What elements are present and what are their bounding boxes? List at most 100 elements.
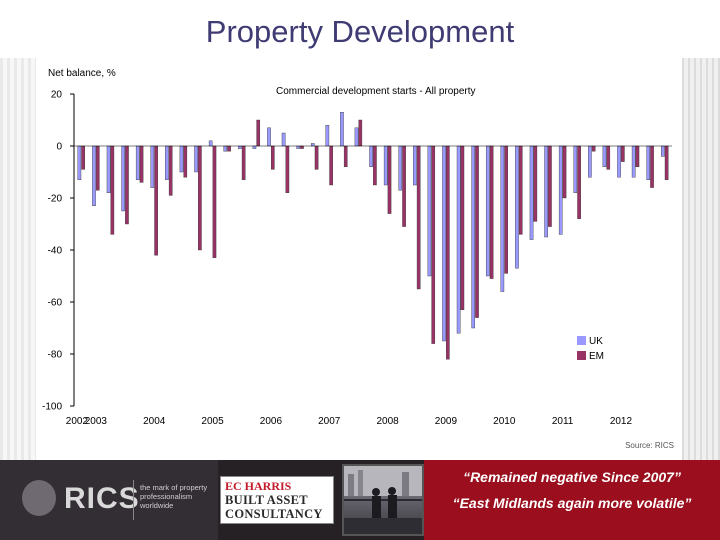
x-tick-label-1: 2003	[85, 416, 108, 427]
bar-uk-5	[150, 145, 155, 188]
bar-em-9	[212, 145, 217, 259]
legend-label-uk: UK	[589, 336, 603, 347]
bar-uk-3	[121, 145, 125, 212]
bar-em-7	[183, 145, 188, 178]
bar-uk-34	[573, 145, 578, 193]
bar-em-23	[416, 145, 421, 290]
background-pattern-left	[0, 58, 36, 460]
bar-uk-38	[631, 145, 636, 178]
x-tick-label-6: 2008	[376, 416, 399, 427]
bar-uk-22	[398, 145, 403, 191]
y-tick-label-2: -20	[48, 194, 63, 205]
legend-swatch-uk	[577, 336, 586, 345]
bar-uk-8	[194, 145, 198, 173]
bar-em-13	[270, 145, 275, 170]
x-tick-label-8: 2010	[493, 416, 516, 427]
rics-wordmark: RICS	[64, 482, 140, 515]
bar-em-33	[562, 145, 567, 199]
bar-uk-1	[92, 145, 96, 206]
bar-uk-35	[588, 145, 592, 178]
bar-uk-29	[500, 145, 505, 292]
x-tick-label-4: 2006	[260, 416, 283, 427]
bar-em-8	[198, 145, 202, 251]
bar-uk-17	[325, 124, 330, 147]
bar-em-22	[402, 145, 406, 227]
rics-tagline: the mark of property professionalism wor…	[140, 483, 208, 510]
bar-uk-20	[369, 145, 373, 167]
bar-em-4	[139, 145, 144, 183]
x-tick-label-9: 2011	[552, 416, 574, 427]
bar-uk-19	[354, 127, 359, 147]
x-tick-label-0: 2002	[66, 416, 89, 427]
x-tick-label-5: 2007	[318, 416, 341, 427]
x-tick-label-7: 2009	[435, 416, 458, 427]
bar-em-14	[285, 145, 290, 193]
bar-uk-14	[281, 132, 286, 147]
bar-uk-31	[529, 145, 534, 240]
bar-uk-36	[602, 145, 607, 167]
bar-uk-32	[544, 145, 548, 238]
bars-group	[77, 112, 669, 360]
bar-em-2	[110, 145, 115, 235]
bar-uk-6	[165, 145, 169, 180]
legend-swatch-em	[577, 351, 586, 360]
bar-chart: Net balance, % Commercial development st…	[42, 68, 674, 450]
bar-uk-9	[208, 140, 213, 147]
bar-em-0	[81, 145, 85, 170]
bar-em-37	[621, 145, 625, 162]
bar-em-1	[95, 145, 100, 191]
chart-panel: Net balance, % Commercial development st…	[36, 58, 682, 460]
bar-em-20	[373, 145, 377, 186]
ec-harris-line3: CONSULTANCY	[225, 507, 323, 521]
bar-uk-4	[135, 145, 140, 180]
bar-uk-28	[485, 145, 490, 277]
bar-uk-39	[646, 145, 651, 180]
bar-uk-27	[471, 145, 476, 329]
bar-uk-10	[223, 145, 228, 152]
ec-harris-logo: EC HARRIS BUILT ASSET CONSULTANCY	[220, 476, 334, 524]
y-tick-label-3: -40	[48, 246, 63, 257]
slide-title: Property Development	[205, 14, 515, 49]
quote-box: “Remained negative Since 2007” “East Mid…	[424, 460, 720, 540]
bar-em-11	[241, 145, 246, 180]
x-tick-label-3: 2005	[201, 416, 224, 427]
y-tick-label-5: -80	[48, 350, 63, 361]
bar-em-24	[431, 145, 436, 344]
y-tick-label-6: -100	[42, 402, 62, 413]
bar-uk-37	[617, 145, 621, 178]
bar-em-36	[606, 145, 611, 170]
footer-band: RICS the mark of property professionalis…	[0, 460, 720, 540]
photo-illustration	[344, 466, 422, 534]
legend-label-em: EM	[589, 351, 604, 362]
bar-uk-26	[456, 145, 461, 334]
bar-em-15	[300, 145, 304, 149]
business-people-photo	[342, 464, 424, 536]
x-tick-label-10: 2012	[610, 416, 633, 427]
bar-em-29	[504, 145, 508, 274]
bar-em-39	[650, 145, 654, 188]
bar-uk-16	[310, 143, 315, 147]
bar-em-18	[343, 145, 348, 167]
bar-em-19	[358, 119, 363, 147]
bar-uk-12	[252, 145, 257, 149]
bar-em-17	[329, 145, 333, 186]
quote-line-1: “Remained negative Since 2007”	[463, 469, 681, 485]
bar-em-32	[548, 145, 552, 227]
x-tick-label-2: 2004	[143, 416, 166, 427]
bar-em-27	[475, 145, 479, 318]
bar-em-5	[154, 145, 158, 256]
bar-uk-30	[515, 145, 519, 269]
bar-uk-15	[296, 145, 300, 149]
bar-uk-7	[179, 145, 184, 173]
lion-emblem-icon	[22, 480, 56, 516]
bar-uk-23	[413, 145, 417, 186]
y-tick-label-1: 0	[56, 142, 62, 153]
source-note: Source: RICS	[625, 441, 674, 450]
bar-em-28	[489, 145, 494, 279]
bar-em-38	[635, 145, 640, 167]
bar-em-25	[446, 145, 450, 360]
bar-uk-13	[267, 127, 271, 147]
quote-line-2: “East Midlands again more volatile”	[452, 495, 692, 511]
rics-logo-block: RICS the mark of property professionalis…	[0, 460, 218, 540]
